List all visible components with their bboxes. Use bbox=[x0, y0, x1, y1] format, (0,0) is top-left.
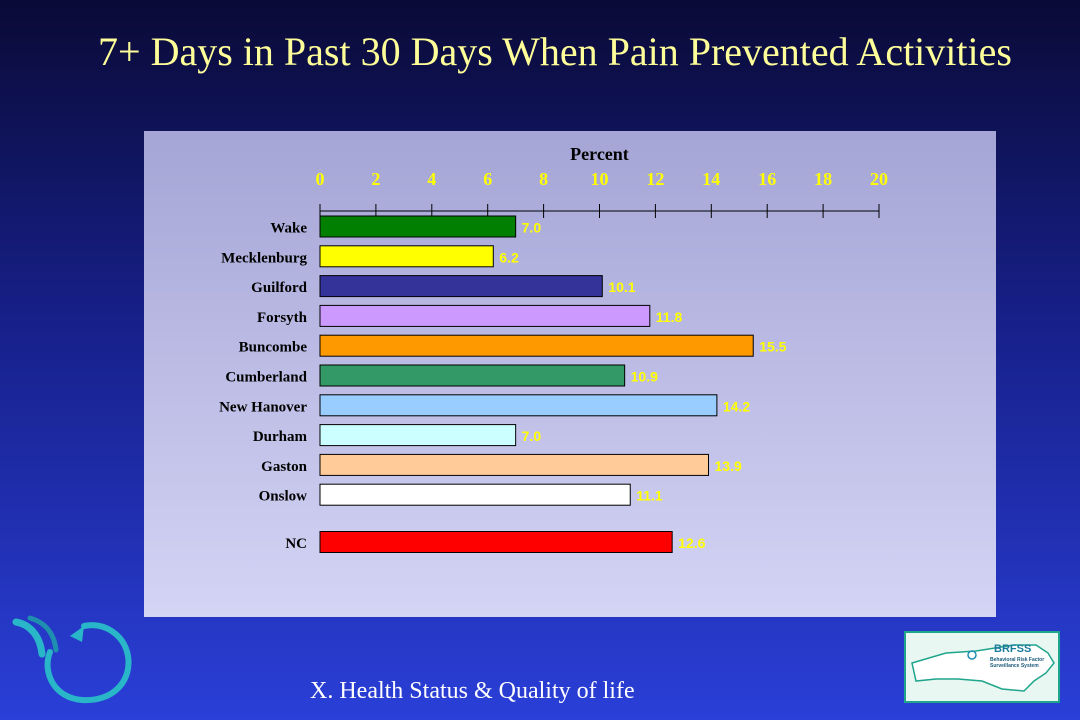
x-tick-label: 12 bbox=[646, 169, 664, 189]
bar bbox=[319, 215, 517, 238]
brfss-logo: BRFSS Behavioral Risk Factor Surveillanc… bbox=[904, 631, 1060, 703]
bar bbox=[319, 483, 631, 506]
brfss-logo-subtitle: Behavioral Risk Factor Surveillance Syst… bbox=[990, 657, 1045, 669]
brfss-logo-word: BRFSS bbox=[994, 643, 1032, 655]
bar-chart: Percent 0 2 4 6 8 10 12 14 16 18 20 Wake 7.0 Mecklenbu… bbox=[219, 144, 888, 553]
x-axis-label: Percent bbox=[570, 144, 629, 164]
bar bbox=[319, 453, 710, 476]
category-label: Mecklenburg bbox=[221, 250, 307, 266]
bar-value-label: 11.8 bbox=[656, 309, 683, 325]
x-tick-label: 14 bbox=[702, 169, 720, 189]
bar-value-label: 15.5 bbox=[759, 339, 786, 355]
bar-value-label: 13.9 bbox=[715, 458, 742, 474]
bar bbox=[319, 245, 494, 268]
category-label: Buncombe bbox=[239, 340, 308, 356]
bar-value-label: 11.1 bbox=[636, 488, 663, 504]
bar bbox=[319, 424, 517, 447]
x-tick-label: 10 bbox=[591, 169, 609, 189]
slide-title: 7+ Days in Past 30 Days When Pain Preven… bbox=[98, 29, 1012, 74]
bar-value-label: 6.2 bbox=[499, 249, 519, 265]
x-tick-label: 16 bbox=[758, 169, 776, 189]
chart-panel: Percent 0 2 4 6 8 10 12 14 16 18 20 Wake 7.0 Mecklenbu… bbox=[144, 131, 996, 617]
bar-value-label: 10.1 bbox=[608, 279, 635, 295]
category-label: Durham bbox=[253, 429, 308, 445]
bar bbox=[319, 394, 718, 417]
bar-value-label: 7.0 bbox=[522, 220, 542, 236]
category-label: New Hanover bbox=[219, 399, 307, 415]
category-label: Cumberland bbox=[225, 370, 307, 386]
category-label: Onslow bbox=[259, 489, 308, 505]
bar bbox=[319, 334, 754, 357]
x-tick-label: 8 bbox=[539, 169, 548, 189]
category-label: Guilford bbox=[251, 280, 307, 296]
category-label: Forsyth bbox=[257, 310, 308, 326]
x-tick-label: 2 bbox=[371, 169, 380, 189]
x-tick-label: 4 bbox=[427, 169, 436, 189]
swirl-logo-icon bbox=[10, 610, 140, 715]
bar bbox=[319, 275, 603, 298]
section-footer: X. Health Status & Quality of life bbox=[310, 678, 635, 704]
category-label: NC bbox=[285, 536, 307, 552]
category-label: Gaston bbox=[261, 459, 308, 475]
bar-value-label: 12.6 bbox=[678, 535, 705, 551]
x-tick-label: 20 bbox=[870, 169, 888, 189]
bar-value-label: 14.2 bbox=[723, 398, 750, 414]
category-label: Wake bbox=[270, 221, 307, 237]
bar bbox=[319, 531, 673, 553]
bar-value-label: 7.0 bbox=[522, 428, 542, 444]
x-tick-label: 6 bbox=[483, 169, 492, 189]
x-tick-label: 0 bbox=[316, 169, 325, 189]
x-tick-label: 18 bbox=[814, 169, 832, 189]
bar-value-label: 10.9 bbox=[631, 369, 658, 385]
bar bbox=[319, 364, 626, 387]
bar bbox=[319, 304, 651, 327]
